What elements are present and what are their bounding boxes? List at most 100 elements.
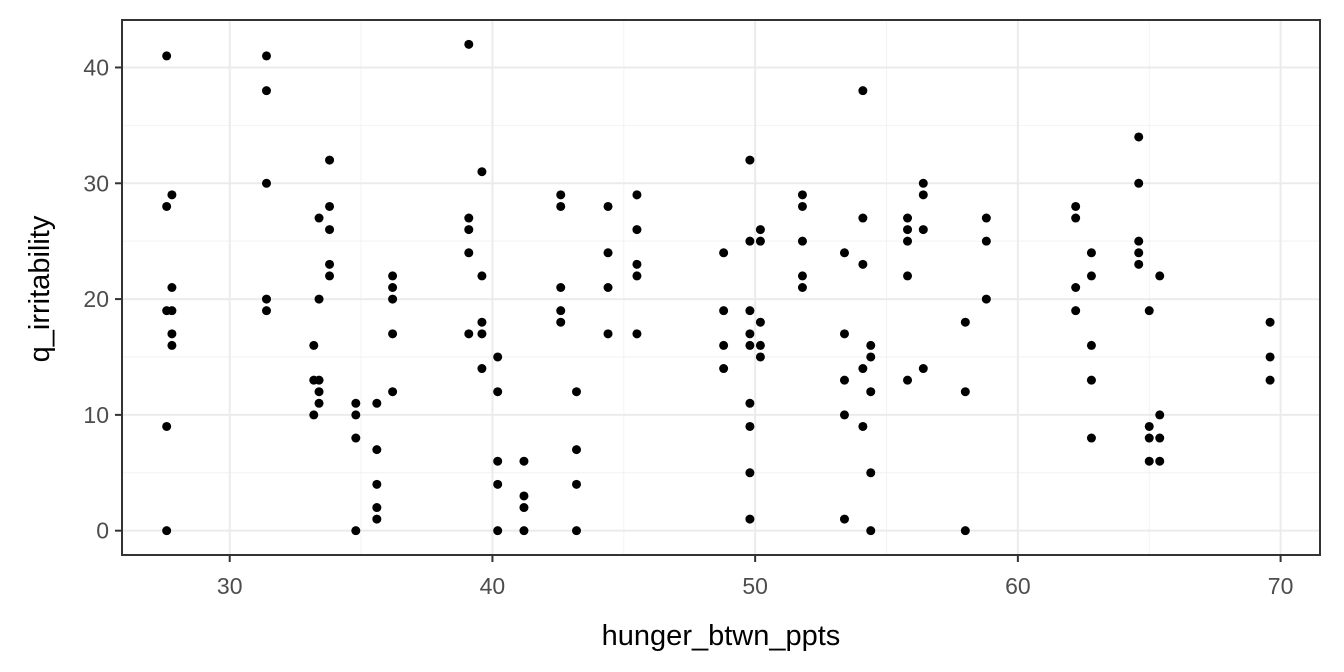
data-point [858, 364, 868, 374]
data-point [1265, 352, 1275, 362]
data-point [261, 306, 271, 316]
data-point [1144, 421, 1154, 431]
data-point [464, 329, 474, 339]
data-point [1265, 375, 1275, 385]
data-point [839, 514, 849, 524]
data-point [745, 236, 755, 246]
data-point [719, 364, 729, 374]
data-point [603, 201, 613, 211]
data-point [745, 306, 755, 316]
major-gridlines [122, 20, 1320, 555]
data-point [477, 364, 487, 374]
data-point [388, 283, 398, 292]
data-point [745, 340, 755, 350]
data-point [603, 283, 613, 292]
data-point [1155, 433, 1165, 443]
data-point [572, 479, 582, 489]
data-point [603, 248, 613, 258]
data-point [603, 329, 613, 339]
data-point [903, 225, 913, 235]
data-point [632, 259, 642, 269]
data-point [309, 410, 319, 420]
data-point [1086, 340, 1096, 350]
data-point [325, 259, 335, 269]
minor-gridlines [122, 20, 1320, 555]
data-point [745, 155, 755, 165]
y-tick-label: 40 [83, 54, 109, 80]
data-point [839, 329, 849, 339]
x-tick-label: 60 [1005, 573, 1031, 599]
data-point [866, 340, 876, 350]
data-point [477, 317, 487, 327]
data-point [755, 340, 765, 350]
y-axis-title: q_irritability [24, 215, 56, 362]
data-point [797, 283, 807, 292]
data-point [839, 375, 849, 385]
data-point [903, 375, 913, 385]
data-point [632, 225, 642, 235]
x-tick-label: 70 [1268, 573, 1294, 599]
data-point [261, 178, 271, 188]
data-point [797, 190, 807, 200]
data-point [1134, 248, 1144, 258]
data-point [314, 398, 324, 408]
data-point [866, 468, 876, 478]
data-point [167, 306, 177, 316]
data-point [572, 526, 582, 536]
data-point [493, 526, 503, 536]
data-point [351, 433, 361, 443]
data-point [314, 387, 324, 397]
data-point [493, 479, 503, 489]
data-point [960, 526, 970, 536]
data-point [903, 236, 913, 246]
data-point [325, 271, 335, 281]
data-point [167, 283, 177, 292]
data-point [866, 526, 876, 536]
data-point [719, 340, 729, 350]
data-point [981, 236, 991, 246]
data-point [1144, 306, 1154, 316]
data-point [162, 51, 172, 61]
data-point [960, 387, 970, 397]
data-point [351, 398, 361, 408]
data-point [261, 51, 271, 61]
data-point [572, 445, 582, 455]
data-point [314, 213, 324, 223]
data-point [1134, 236, 1144, 246]
data-point [1134, 259, 1144, 269]
data-point [918, 190, 928, 200]
data-point [797, 201, 807, 211]
data-point [372, 398, 382, 408]
data-point [325, 225, 335, 235]
data-point [1134, 132, 1144, 142]
data-point [519, 503, 529, 513]
data-point [1071, 201, 1081, 211]
data-point [1086, 433, 1096, 443]
data-point [388, 294, 398, 304]
data-point [918, 364, 928, 374]
data-point [556, 190, 566, 200]
data-point [1144, 433, 1154, 443]
data-point [556, 283, 566, 292]
data-point [464, 225, 474, 235]
data-point [388, 387, 398, 397]
data-point [745, 468, 755, 478]
x-tick-label: 40 [480, 573, 506, 599]
data-point [464, 39, 474, 49]
data-point [1086, 271, 1096, 281]
data-point [519, 526, 529, 536]
data-point [493, 456, 503, 466]
y-axis-ticks: 0 10 20 30 40 [83, 54, 122, 544]
y-tick-label: 30 [83, 170, 109, 196]
data-point [745, 421, 755, 431]
data-point [797, 271, 807, 281]
data-point [839, 410, 849, 420]
data-point [556, 306, 566, 316]
data-point [918, 178, 928, 188]
data-point [162, 526, 172, 536]
data-point [372, 503, 382, 513]
data-point [477, 271, 487, 281]
data-point [167, 190, 177, 200]
data-point [309, 340, 319, 350]
